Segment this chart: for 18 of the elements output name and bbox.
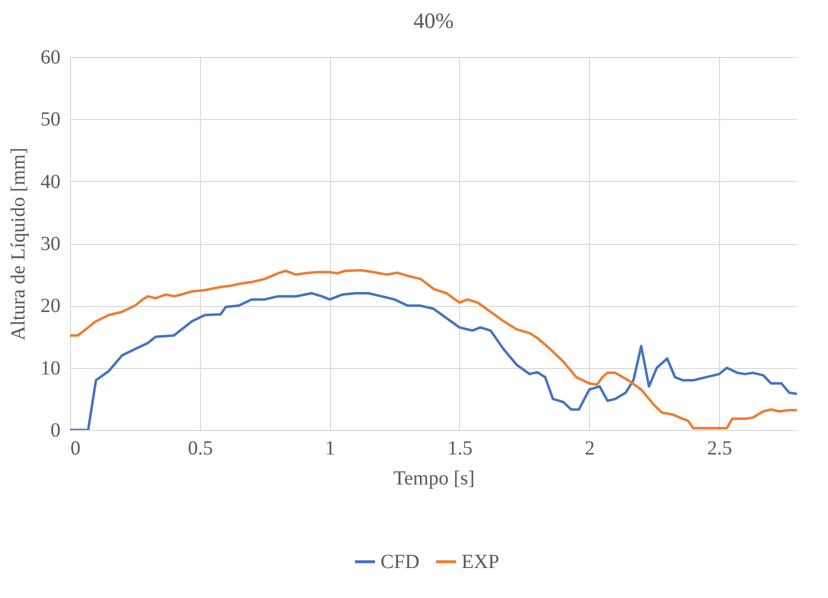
x-tick-label: 0.5	[188, 438, 213, 460]
y-axis-title: Altura de Líquido [mm]	[8, 148, 30, 340]
y-tick-label: 40	[40, 170, 60, 193]
y-tick-label: 60	[40, 46, 60, 68]
legend-label: EXP	[462, 550, 500, 573]
x-axis-title: Tempo [s]	[393, 468, 475, 490]
y-tick-label: 20	[40, 295, 60, 318]
chart-title: 40%	[413, 8, 454, 33]
x-tick-label: 1.5	[447, 438, 472, 460]
y-tick-label: 0	[50, 420, 60, 442]
y-tick-label: 30	[40, 233, 60, 255]
y-tick-label: 10	[40, 357, 60, 380]
x-tick-label: 2.5	[707, 438, 732, 460]
legend-label: CFD	[380, 550, 420, 573]
y-tick-label: 50	[40, 108, 60, 131]
x-tick-label: 2	[584, 438, 595, 460]
x-tick-label: 0	[70, 438, 80, 460]
x-tick-label: 1	[325, 438, 336, 460]
